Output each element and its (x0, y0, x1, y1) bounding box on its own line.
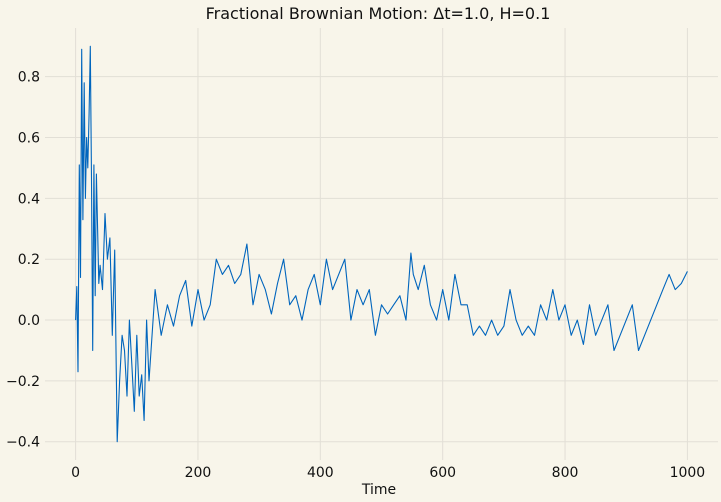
x-tick-label: 800 (552, 465, 579, 481)
y-tick-label: 0.6 (18, 131, 40, 147)
x-tick-label: 400 (307, 465, 334, 481)
y-tick-label: −0.4 (6, 435, 40, 451)
x-tick-labels: 0 200 400 600 800 1000 (71, 465, 705, 481)
chart-title: Fractional Brownian Motion: Δt=1.0, H=0.… (206, 4, 551, 23)
y-tick-label: 0.4 (18, 191, 40, 207)
x-axis-label: Time (361, 482, 396, 498)
y-tick-label: 0.8 (18, 70, 40, 86)
grid (45, 28, 718, 460)
y-tick-labels: −0.4 −0.2 0.0 0.2 0.4 0.6 0.8 (6, 70, 40, 451)
x-tick-label: 600 (429, 465, 456, 481)
x-tick-label: 200 (185, 465, 212, 481)
x-tick-label: 1000 (670, 465, 706, 481)
series-line (75, 45, 688, 443)
y-tick-label: −0.2 (6, 374, 40, 390)
y-tick-label: 0.0 (18, 313, 40, 329)
x-tick-label: 0 (71, 465, 80, 481)
y-tick-label: 0.2 (18, 252, 40, 268)
